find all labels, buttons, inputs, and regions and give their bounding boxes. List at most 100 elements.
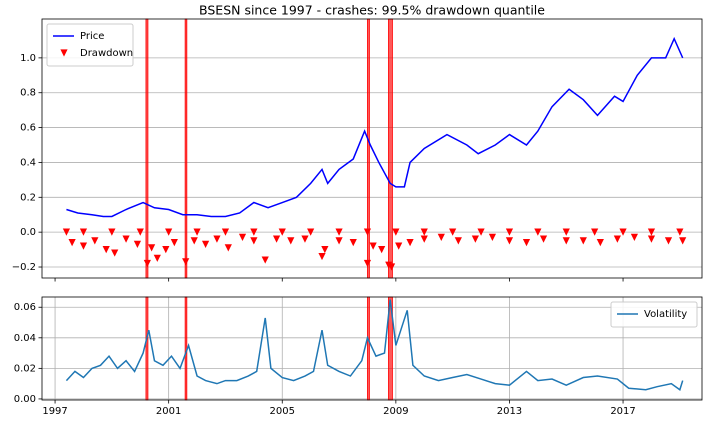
x-tick-label: 2001	[156, 406, 181, 417]
drawdown-marker	[261, 256, 269, 264]
crash-band	[184, 296, 188, 401]
drawdown-marker	[193, 228, 201, 236]
drawdown-marker	[664, 237, 673, 245]
drawdown-marker	[153, 254, 161, 262]
drawdown-marker	[250, 237, 258, 245]
drawdown-marker	[471, 235, 479, 243]
series-line	[66, 36, 684, 218]
drawdown-marker	[363, 228, 372, 236]
x-tick-label: 2013	[497, 406, 522, 417]
drawdown-marker	[250, 228, 258, 236]
y-tick-label: −0.2	[12, 262, 36, 273]
drawdown-marker	[335, 228, 343, 236]
drawdown-marker	[301, 235, 309, 243]
drawdown-marker	[449, 228, 457, 236]
legend-label: Drawdown	[80, 48, 133, 59]
y-tick-label: 0.02	[14, 363, 36, 374]
legend-box	[46, 23, 134, 67]
drawdown-marker	[591, 228, 599, 236]
drawdown-marker	[238, 233, 247, 241]
drawdown-marker	[182, 258, 190, 266]
drawdown-marker	[221, 228, 230, 236]
series-line	[65, 299, 684, 391]
axes-frame	[41, 296, 703, 401]
drawdown-marker	[505, 228, 514, 236]
drawdown-marker	[122, 235, 130, 243]
crash-band	[145, 296, 149, 401]
drawdown-marker	[619, 228, 627, 236]
drawdown-marker	[363, 259, 372, 268]
y-tick-label: 0.00	[14, 394, 36, 405]
drawdown-marker	[505, 237, 514, 245]
drawdown-marker	[392, 228, 400, 236]
drawdown-marker	[190, 237, 198, 245]
drawdown-marker	[133, 240, 142, 248]
y-tick-label: 1.0	[20, 53, 36, 64]
crash-band	[367, 296, 370, 401]
drawdown-marker	[170, 239, 178, 247]
drawdown-marker	[369, 242, 377, 250]
drawdown-marker	[534, 228, 542, 236]
drawdown-marker	[562, 228, 570, 236]
x-tick-label: 2009	[383, 406, 408, 417]
drawdown-marker	[148, 244, 156, 252]
drawdown-marker	[679, 237, 687, 245]
drawdown-marker	[522, 239, 531, 247]
drawdown-marker	[79, 242, 88, 250]
drawdown-marker	[224, 244, 232, 252]
drawdown-marker	[162, 245, 170, 254]
drawdown-marker	[272, 235, 281, 243]
drawdown-marker	[579, 237, 587, 245]
y-tick-label: 0.06	[14, 302, 36, 313]
x-tick-label: 2005	[270, 406, 295, 417]
legend-label: Volatility	[644, 309, 687, 320]
drawdown-marker	[562, 237, 570, 245]
chart-title: BSESN since 1997 - crashes: 99.5% drawdo…	[199, 3, 545, 18]
drawdown-marker	[278, 228, 286, 236]
drawdown-marker	[676, 228, 684, 236]
x-tick-label: 1997	[42, 406, 67, 417]
drawdown-marker	[477, 228, 485, 236]
drawdown-marker	[143, 259, 151, 268]
y-tick-label: 0.2	[20, 192, 36, 203]
drawdown-marker	[349, 239, 357, 247]
drawdown-marker	[596, 239, 604, 247]
drawdown-marker	[307, 228, 315, 236]
legend-box	[610, 301, 698, 328]
drawdown-marker	[647, 235, 656, 243]
legend-marker	[60, 49, 68, 57]
drawdown-marker	[420, 235, 428, 243]
drawdown-marker	[613, 235, 621, 243]
legend-label: Price	[80, 31, 104, 42]
drawdown-marker	[91, 237, 99, 245]
y-tick-label: 0.6	[20, 123, 36, 134]
drawdown-marker	[165, 228, 173, 236]
drawdown-marker	[213, 235, 221, 243]
drawdown-marker	[437, 233, 445, 241]
drawdown-marker	[111, 249, 119, 257]
drawdown-marker	[136, 228, 144, 236]
axes-frame	[41, 18, 703, 279]
y-tick-label: 0.4	[20, 157, 36, 168]
drawdown-marker	[62, 228, 71, 236]
drawdown-marker	[335, 237, 343, 245]
drawdown-marker	[287, 237, 295, 245]
drawdown-marker	[454, 237, 462, 245]
drawdown-marker	[539, 235, 548, 243]
drawdown-marker	[108, 228, 116, 236]
drawdown-marker	[647, 228, 656, 236]
drawdown-marker	[318, 252, 326, 261]
y-tick-label: 0.8	[20, 88, 36, 99]
crash-band	[184, 18, 188, 279]
drawdown-marker	[420, 228, 428, 236]
drawdown-marker	[321, 245, 329, 254]
drawdown-marker	[406, 239, 414, 247]
drawdown-marker	[387, 263, 396, 271]
drawdown-marker	[79, 228, 88, 236]
drawdown-marker	[395, 242, 403, 250]
drawdown-marker	[378, 245, 386, 254]
x-tick-label: 2017	[610, 406, 635, 417]
drawdown-marker	[102, 245, 110, 254]
